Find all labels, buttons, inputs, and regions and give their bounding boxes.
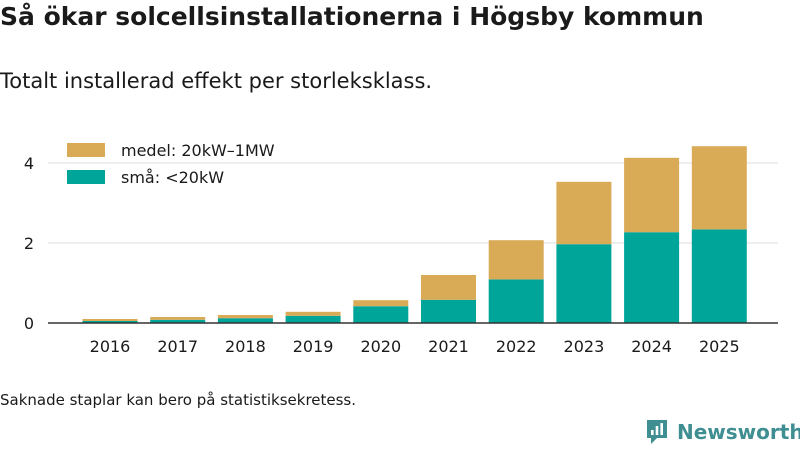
bar-sma (691, 229, 747, 323)
chart-title: Så ökar solcellsinstallationerna i Högsb… (0, 2, 704, 31)
x-tick-label: 2020 (360, 337, 401, 356)
bar-sma (82, 321, 138, 323)
bar-sma (353, 306, 409, 323)
bar-medel (217, 315, 273, 319)
bar-medel (691, 146, 747, 230)
y-tick-label: 4 (24, 154, 34, 173)
bar-medel (624, 157, 680, 233)
x-tick-label: 2023 (564, 337, 605, 356)
bar-medel (556, 181, 612, 245)
x-tick-label: 2021 (428, 337, 469, 356)
bar-sma (556, 244, 612, 323)
bar-medel (150, 317, 206, 320)
legend-sma-label: små: <20kW (121, 168, 224, 187)
bar-sma (285, 315, 341, 323)
newsworthy-brand[interactable]: Newsworthy (645, 418, 800, 446)
x-tick-label: 2024 (631, 337, 672, 356)
bar-sma (217, 318, 273, 323)
x-tick-label: 2018 (225, 337, 266, 356)
y-tick-label: 0 (24, 314, 34, 333)
legend-medel-swatch (67, 143, 105, 157)
x-tick-label: 2019 (293, 337, 334, 356)
bar-sma (488, 279, 544, 323)
bar-medel (421, 275, 476, 300)
legend-sma-swatch (67, 170, 105, 184)
x-tick-label: 2016 (90, 337, 131, 356)
bar-medel (285, 311, 341, 316)
x-tick-label: 2022 (496, 337, 537, 356)
bar-medel (488, 240, 544, 280)
legend-medel-label: medel: 20kW–1MW (121, 141, 275, 160)
bar-medel (353, 300, 409, 307)
footnote: Saknade staplar kan bero på statistiksek… (0, 391, 357, 409)
chart-subtitle: Totalt installerad effekt per storlekskl… (0, 69, 433, 93)
y-tick-label: 2 (24, 234, 34, 253)
newsworthy-logo-icon (647, 420, 667, 444)
bar-medel (82, 319, 138, 321)
bar-sma (150, 319, 206, 323)
bar-sma (421, 299, 476, 323)
x-tick-label: 2017 (157, 337, 198, 356)
bar-sma (624, 232, 680, 323)
x-tick-label: 2025 (699, 337, 740, 356)
brand-name: Newsworthy (677, 420, 800, 444)
